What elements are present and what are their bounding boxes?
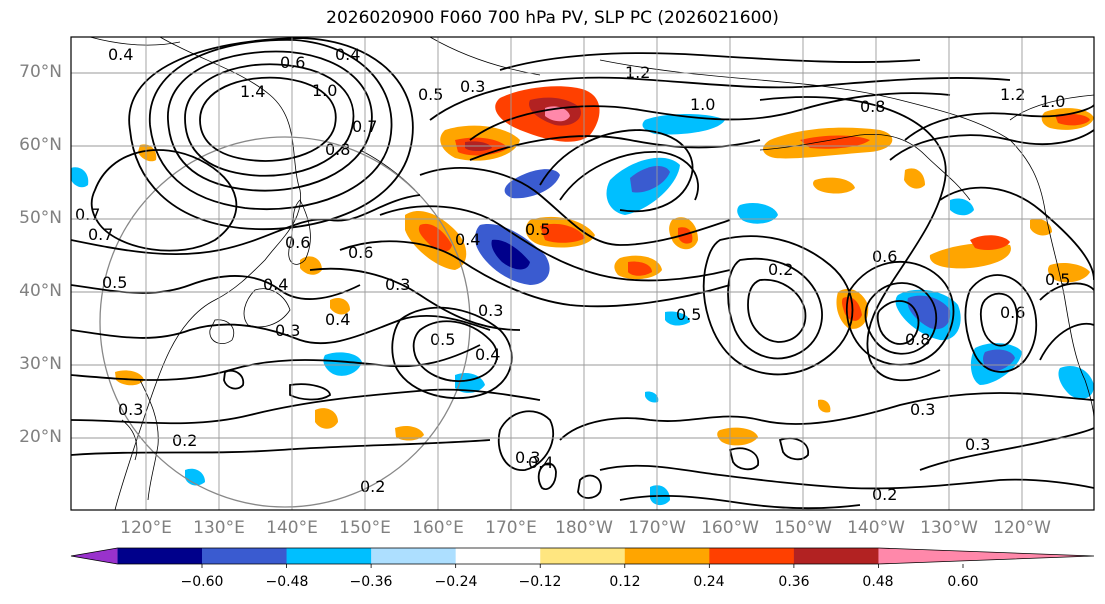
- contour-label: 0.8: [905, 330, 930, 349]
- contour-label: 0.6: [872, 247, 897, 266]
- lon-label-150w: 150°W: [774, 518, 832, 538]
- colorbar-swatch: [793, 548, 879, 564]
- contour-label: 0.7: [88, 225, 113, 244]
- lon-label-140w: 140°W: [847, 518, 905, 538]
- colorbar-swatch: [286, 548, 372, 564]
- lat-label-60n: 60°N: [19, 135, 62, 155]
- contour-label: 0.2: [360, 477, 385, 496]
- contour-label: 0.8: [325, 140, 350, 159]
- pv-anomaly-shading: [71, 86, 1094, 506]
- colorbar-tick-label: −0.36: [349, 574, 393, 590]
- lon-label-120w: 120°W: [993, 518, 1051, 538]
- lon-label-160w: 160°W: [701, 518, 759, 538]
- lat-label-50n: 50°N: [19, 208, 62, 228]
- contour-label: 0.4: [263, 275, 288, 294]
- contour-label: 0.2: [172, 431, 197, 450]
- lon-label-120e: 120°E: [120, 518, 172, 538]
- contour-label: 0.7: [75, 205, 100, 224]
- contour-label: 0.5: [676, 305, 701, 324]
- contour-label: 0.3: [910, 400, 935, 419]
- slp-contours: [71, 37, 1094, 510]
- contour-label: 0.5: [1045, 270, 1070, 289]
- lon-label-170e: 170°E: [485, 518, 537, 538]
- contour-label: 0.6: [280, 53, 305, 72]
- colorbar-swatch: [117, 548, 203, 564]
- contour-label: 0.3: [460, 77, 485, 96]
- contour-labels: 0.4 0.4 0.6 1.4 1.0 1.2 0.5 0.3 1.2 1.0 …: [75, 45, 1070, 504]
- contour-label: 0.6: [285, 233, 310, 252]
- lat-label-70n: 70°N: [19, 62, 62, 82]
- contour-label: 0.2: [872, 485, 897, 504]
- contour-label: 0.3: [478, 301, 503, 320]
- colorbar: [70, 547, 1095, 568]
- colorbar-swatch: [709, 548, 795, 564]
- colorbar-extend-high: [878, 548, 1094, 564]
- colorbar-tick-label: −0.48: [265, 574, 309, 590]
- contour-label: 1.0: [312, 81, 337, 100]
- colorbar-tick-label: 0.24: [693, 574, 725, 590]
- lon-label-160e: 160°E: [412, 518, 464, 538]
- contour-label: 1.2: [1000, 85, 1025, 104]
- map-title: 2026020900 F060 700 hPa PV, SLP PC (2026…: [326, 8, 779, 28]
- colorbar-tick-label: 0.12: [609, 574, 641, 590]
- lon-label-140e: 140°E: [266, 518, 318, 538]
- colorbar-tick-label: −0.24: [434, 574, 478, 590]
- colorbar-tick-label: −0.60: [180, 574, 224, 590]
- contour-label: 1.0: [1040, 92, 1065, 111]
- contour-label: 0.5: [102, 273, 127, 292]
- colorbar-tick-label: 0.60: [947, 574, 979, 590]
- plot-frame: [70, 36, 1095, 511]
- contour-label: 0.6: [348, 243, 373, 262]
- contour-label: 0.4: [108, 45, 133, 64]
- lon-label-150e: 150°E: [339, 518, 391, 538]
- colorbar-tick-label: 0.48: [862, 574, 894, 590]
- colorbar-outline: [70, 547, 1095, 565]
- lon-label-170w: 170°W: [628, 518, 686, 538]
- contour-label: 0.3: [118, 400, 143, 419]
- colorbar-swatch: [455, 548, 541, 564]
- colorbar-extend-low: [71, 548, 118, 564]
- colorbar-swatch: [371, 548, 457, 564]
- contour-label: 0.5: [430, 330, 455, 349]
- colorbar-swatch: [624, 548, 710, 564]
- contour-label: 0.5: [525, 220, 550, 239]
- lon-label-180w: 180°W: [555, 518, 613, 538]
- contour-label: 0.6: [1000, 303, 1025, 322]
- colorbar-tick-label: 0.36: [778, 574, 810, 590]
- contour-label: 0.4: [335, 45, 360, 64]
- contour-label: 0.4: [475, 345, 500, 364]
- lat-label-20n: 20°N: [19, 427, 62, 447]
- colorbar-swatch: [202, 548, 288, 564]
- graticule: [71, 37, 1094, 510]
- contour-label: 1.4: [240, 82, 265, 101]
- contour-label: 1.2: [625, 63, 650, 82]
- colorbar-swatch: [540, 548, 626, 564]
- contour-label: 0.4: [455, 230, 480, 249]
- lon-label-130e: 130°E: [193, 518, 245, 538]
- contour-label: 0.4: [528, 453, 553, 472]
- contour-label: 0.3: [515, 448, 540, 467]
- contour-label: 0.3: [385, 275, 410, 294]
- colorbar-tick-label: −0.12: [518, 574, 562, 590]
- contour-label: 0.8: [860, 97, 885, 116]
- contour-label: 0.3: [965, 435, 990, 454]
- contour-label: 1.0: [690, 95, 715, 114]
- contour-label: 0.4: [325, 310, 350, 329]
- lon-label-130w: 130°W: [920, 518, 978, 538]
- contour-label: 0.5: [418, 85, 443, 104]
- contour-label: 0.3: [275, 321, 300, 340]
- lat-label-30n: 30°N: [19, 354, 62, 374]
- contour-label: 0.2: [768, 260, 793, 279]
- lat-label-40n: 40°N: [19, 281, 62, 301]
